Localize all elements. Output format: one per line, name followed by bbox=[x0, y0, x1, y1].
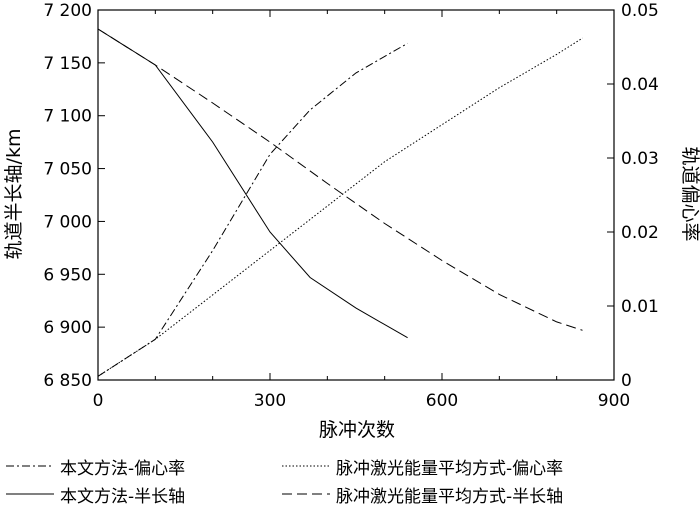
series-line-1 bbox=[97, 37, 583, 377]
x-tick-label: 0 bbox=[93, 391, 104, 411]
series-line-0 bbox=[97, 42, 408, 377]
y-left-tick-label: 6 850 bbox=[43, 371, 92, 391]
legend-label: 脉冲激光能量平均方式-半长轴 bbox=[336, 486, 564, 507]
y-right-tick-label: 0.02 bbox=[621, 223, 659, 243]
legend-item-sma-average: 脉冲激光能量平均方式-半长轴 bbox=[282, 482, 564, 507]
x-axis-title: 脉冲次数 bbox=[319, 419, 395, 441]
legend-item-ecc-proposed: 本文方法-偏心率 bbox=[6, 454, 186, 479]
y-axis-right-title: 轨道偏心率 bbox=[679, 146, 700, 241]
y-right-tick-label: 0.05 bbox=[621, 1, 659, 21]
chart-svg: 0 300 600 900 6 850 6 900 6 950 7 000 7 050 7 100… bbox=[3, 1, 700, 441]
y-right-tick-label: 0.01 bbox=[621, 297, 659, 317]
y-right-tick-label: 0.03 bbox=[621, 149, 659, 169]
legend-swatch-solid bbox=[6, 493, 54, 495]
legend-label: 脉冲激光能量平均方式-偏心率 bbox=[336, 458, 564, 479]
y-left-tick-label: 7 050 bbox=[43, 160, 92, 180]
y-right-tick-label: 0.04 bbox=[621, 75, 659, 95]
legend: 本文方法-偏心率 脉冲激光能量平均方式-偏心率 本文方法-半长轴 脉冲激光能量平… bbox=[0, 452, 700, 507]
legend-swatch-dashed bbox=[282, 493, 330, 495]
tick-layer: 0 300 600 900 6 850 6 900 6 950 7 000 7 050 7 100… bbox=[43, 1, 659, 411]
legend-swatch-dotted bbox=[282, 465, 330, 467]
plot-frame bbox=[97, 9, 615, 381]
series-layer bbox=[97, 28, 583, 377]
series-line-3 bbox=[97, 28, 583, 331]
y-left-tick-label: 7 200 bbox=[43, 1, 92, 21]
y-left-tick-label: 7 100 bbox=[43, 107, 92, 127]
y-left-tick-label: 6 900 bbox=[43, 318, 92, 338]
y-left-tick-label: 7 150 bbox=[43, 54, 92, 74]
y-axis-left-title: 轨道半长轴/km bbox=[3, 129, 25, 260]
legend-label: 本文方法-偏心率 bbox=[60, 458, 186, 479]
y-right-tick-label: 0 bbox=[621, 371, 632, 391]
plot-border bbox=[97, 9, 615, 381]
x-tick-label: 300 bbox=[254, 391, 286, 411]
legend-label: 本文方法-半长轴 bbox=[60, 486, 186, 507]
legend-item-sma-proposed: 本文方法-半长轴 bbox=[6, 482, 186, 507]
x-tick-label: 900 bbox=[598, 391, 630, 411]
y-left-tick-label: 6 950 bbox=[43, 265, 92, 285]
y-left-tick-label: 7 000 bbox=[43, 212, 92, 232]
legend-swatch-dashdot bbox=[6, 465, 54, 467]
legend-item-ecc-average: 脉冲激光能量平均方式-偏心率 bbox=[282, 454, 564, 479]
x-tick-label: 600 bbox=[426, 391, 458, 411]
